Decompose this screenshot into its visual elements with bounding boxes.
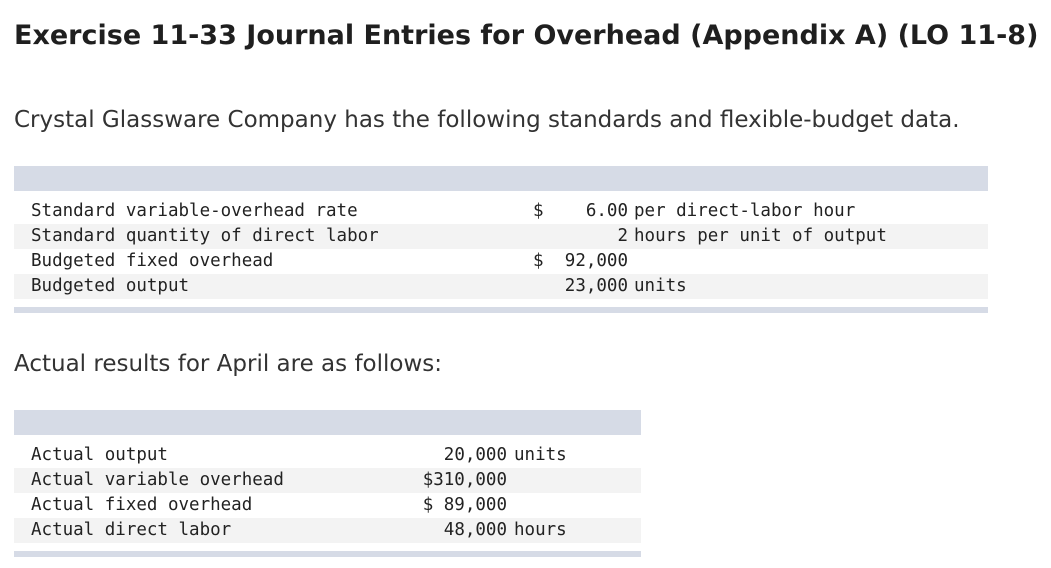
table-row: Actual direct labor 48,000 hours	[14, 518, 641, 543]
row-value: 2	[617, 226, 628, 246]
row-unit: per direct-labor hour	[634, 201, 856, 221]
row-label: Actual direct labor	[31, 520, 232, 540]
table-row: Budgeted output 23,000 units	[14, 274, 988, 299]
table-header-bar	[14, 410, 641, 435]
row-unit: units	[634, 276, 687, 296]
row-value: 20,000	[443, 445, 507, 465]
table-header-bar	[14, 166, 988, 191]
row-label: Actual output	[31, 445, 168, 465]
row-value: $ 89,000	[422, 495, 507, 515]
table-row: Actual fixed overhead $ 89,000	[14, 493, 641, 518]
table-row: Actual output 20,000 units	[14, 443, 641, 468]
row-currency: $	[533, 201, 544, 221]
row-unit: hours per unit of output	[634, 226, 887, 246]
row-value: 23,000	[564, 276, 628, 296]
table-row: Actual variable overhead $310,000	[14, 468, 641, 493]
actuals-table: Actual output 20,000 units Actual variab…	[14, 410, 641, 557]
row-value: $310,000	[422, 470, 507, 490]
table-row: Standard quantity of direct labor 2 hour…	[14, 224, 988, 249]
standards-table: Standard variable-overhead rate $ 6.00 p…	[14, 166, 988, 313]
row-value: 48,000	[443, 520, 507, 540]
row-label: Standard variable-overhead rate	[31, 201, 358, 221]
actual-results-intro: Actual results for April are as follows:	[14, 351, 443, 377]
row-label: Actual variable overhead	[31, 470, 284, 490]
intro-text: Crystal Glassware Company has the follow…	[14, 107, 960, 133]
row-label: Standard quantity of direct labor	[31, 226, 379, 246]
table-row: Budgeted fixed overhead $ 92,000	[14, 249, 988, 274]
row-label: Budgeted output	[31, 276, 190, 296]
row-currency: $	[533, 251, 544, 271]
row-label: Budgeted fixed overhead	[31, 251, 274, 271]
row-label: Actual fixed overhead	[31, 495, 253, 515]
row-value: 92,000	[564, 251, 628, 271]
table-footer-bar	[14, 551, 641, 557]
row-unit: hours	[514, 520, 567, 540]
table-row: Standard variable-overhead rate $ 6.00 p…	[14, 199, 988, 224]
row-value: 6.00	[585, 201, 628, 221]
table-footer-bar	[14, 307, 988, 313]
exercise-title: Exercise 11-33 Journal Entries for Overh…	[14, 20, 1039, 51]
row-unit: units	[514, 445, 567, 465]
